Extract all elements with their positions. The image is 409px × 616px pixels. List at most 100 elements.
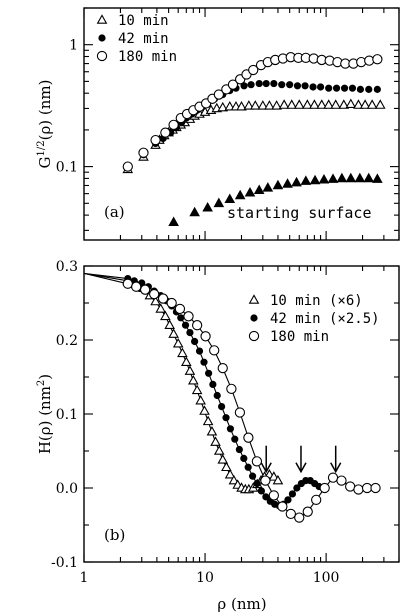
data-point-180-min [294, 512, 305, 523]
data-point-42-min-2-5 [288, 490, 297, 498]
data-point-42-min [309, 83, 317, 91]
data-point-180-min [160, 127, 171, 138]
panel-b-ticks: 1 10 100 0.3 0.2 0.1 0.0 -0.1 [51, 259, 400, 586]
data-point-10-min-6 [172, 337, 184, 348]
data-point-10-min-6 [195, 394, 206, 405]
data-point-starting-surface [282, 178, 293, 188]
data-point-180-min [234, 407, 246, 418]
data-point-10-min-6 [188, 374, 199, 385]
data-point-180-min [131, 281, 142, 292]
data-point-42-min-2-5 [200, 358, 208, 366]
x-tick-label: 10 [196, 570, 214, 586]
data-point-180-min [227, 79, 239, 90]
data-point-180-min [166, 297, 177, 309]
legend-marker-42-min [98, 34, 106, 42]
data-point-10-min [353, 99, 364, 109]
panel-a-ylabel-main: G [36, 157, 54, 169]
data-point-180-min [311, 494, 322, 505]
legend-marker-180-min [96, 50, 108, 62]
data-point-10-min [323, 99, 334, 109]
data-point-180-min [217, 362, 228, 374]
legend-marker-42-min-2-5 [250, 314, 258, 322]
data-point-180-min [200, 331, 211, 342]
data-point-42-min-2-5 [253, 479, 261, 488]
data-point-10-min [217, 101, 229, 112]
data-point-42-min [286, 81, 294, 89]
data-point-starting-surface [309, 174, 321, 185]
data-point-starting-surface [345, 172, 357, 183]
data-point-180-min [157, 293, 169, 304]
panel-b: 1 10 100 0.3 0.2 0.1 0.0 -0.1 10 min (×6) 42 min… [36, 259, 400, 613]
data-point-10-min-6 [221, 461, 232, 472]
panel-b-ylabel-rest: ) [36, 374, 54, 380]
data-point-10-min-6 [202, 415, 214, 426]
panel-a-marks [122, 52, 386, 226]
data-point-180-min [122, 161, 133, 172]
data-point-10-min [293, 99, 305, 109]
data-point-180-min [372, 54, 383, 65]
y-tick-label: 0.2 [56, 333, 78, 349]
data-point-10-min-6 [164, 319, 175, 329]
data-point-starting-surface [224, 193, 236, 203]
panel-b-marks [122, 274, 381, 523]
panel-a-ylabel-sup: 1/2 [36, 140, 47, 156]
data-point-180-min [168, 119, 179, 131]
data-point-42-min-2-5 [209, 380, 217, 388]
data-point-42-min [356, 85, 365, 93]
data-point-10-min [257, 100, 269, 110]
data-point-10-min-6 [224, 468, 236, 479]
data-point-180-min [361, 482, 373, 494]
data-point-42-min [340, 84, 349, 92]
panel-a-label: (a) [104, 203, 125, 221]
panel-a-ylabel-rest: (ρ) (nm) [36, 80, 54, 141]
data-point-10-min [330, 99, 342, 109]
data-point-starting-surface [291, 176, 302, 187]
data-point-42-min [348, 84, 357, 92]
data-point-starting-surface [300, 175, 312, 185]
data-point-starting-surface [336, 172, 348, 183]
panel-b-x-axis-title: ρ (nm) [217, 595, 266, 613]
data-point-10-min-6 [206, 426, 218, 436]
data-point-42-min-2-5 [226, 425, 235, 433]
data-point-180-min [226, 383, 237, 394]
data-point-10-min [359, 99, 371, 109]
data-point-42-min-2-5 [248, 472, 257, 480]
data-point-42-min-2-5 [235, 445, 243, 454]
y-tick-label: 0.1 [56, 160, 78, 176]
data-point-180-min [260, 475, 271, 486]
data-point-10-min-6 [217, 454, 229, 464]
arrow-head-icon [330, 462, 342, 474]
data-point-42-min-2-5 [186, 328, 194, 337]
data-point-180-min [183, 311, 194, 322]
data-point-42-min [262, 79, 270, 88]
data-point-42-min-2-5 [205, 369, 213, 377]
data-point-starting-surface [234, 189, 246, 200]
y-tick-label: 0.0 [56, 481, 78, 497]
data-point-10-min-6 [228, 474, 240, 485]
data-point-180-min [353, 484, 364, 495]
data-point-10-min-6 [180, 356, 192, 366]
legend-label-42-min-2-5: 42 min (×2.5) [270, 311, 380, 327]
legend-marker-10-min-6 [248, 294, 260, 304]
panel-b-arrows [260, 445, 342, 474]
data-point-180-min [336, 475, 347, 486]
data-point-10-min-6 [210, 436, 221, 446]
y-tick-label: 0.3 [56, 259, 78, 275]
data-point-42-min-2-5 [284, 496, 292, 504]
data-point-180-min [302, 506, 313, 517]
data-point-10-min [316, 99, 328, 109]
data-point-10-min [286, 99, 298, 109]
data-point-42-min-2-5 [231, 435, 239, 443]
data-point-10-min [374, 99, 386, 109]
x-tick-label: 1 [80, 570, 89, 586]
panel-b-y-axis-title: H(ρ) (nm2) [36, 374, 54, 454]
arrow-head-icon [295, 462, 307, 474]
data-point-starting-surface [253, 184, 265, 195]
data-point-10-min-6 [272, 474, 284, 485]
data-point-180-min [122, 278, 133, 289]
data-point-starting-surface [202, 201, 213, 212]
data-point-42-min [247, 81, 255, 89]
data-point-42-min [373, 85, 381, 93]
